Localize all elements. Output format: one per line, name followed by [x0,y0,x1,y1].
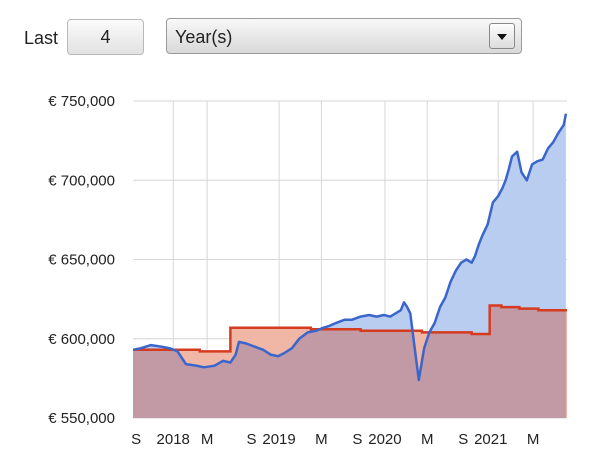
period-unit-select[interactable]: Year(s) [166,18,522,54]
last-label: Last [24,28,59,48]
x-tick-label: S [247,431,257,448]
x-tick-label: 2019 [262,431,295,448]
x-tick-label: S [131,431,141,448]
y-tick-label: € 750,000 [48,93,115,110]
y-tick-label: € 550,000 [48,410,115,427]
period-controls: Last Year(s) [0,0,593,70]
x-tick-label: S [352,431,362,448]
x-tick-label: 2018 [157,431,190,448]
x-tick-label: S [458,431,468,448]
x-tick-label: M [201,431,214,448]
x-tick-label: M [527,431,540,448]
series-group [133,113,567,418]
deposit-line [133,304,567,353]
y-tick-label: € 650,000 [48,252,115,269]
period-unit-value: Year(s) [175,27,233,47]
y-tick-label: € 700,000 [48,172,115,189]
x-tick-label: 2021 [474,431,507,448]
chevron-down-icon[interactable] [489,23,515,49]
value-line [133,113,567,382]
y-tick-label: € 600,000 [48,331,115,348]
x-tick-label: M [421,431,434,448]
x-tick-label: 2020 [368,431,401,448]
period-count-input[interactable] [67,19,144,55]
x-tick-label: M [315,431,328,448]
